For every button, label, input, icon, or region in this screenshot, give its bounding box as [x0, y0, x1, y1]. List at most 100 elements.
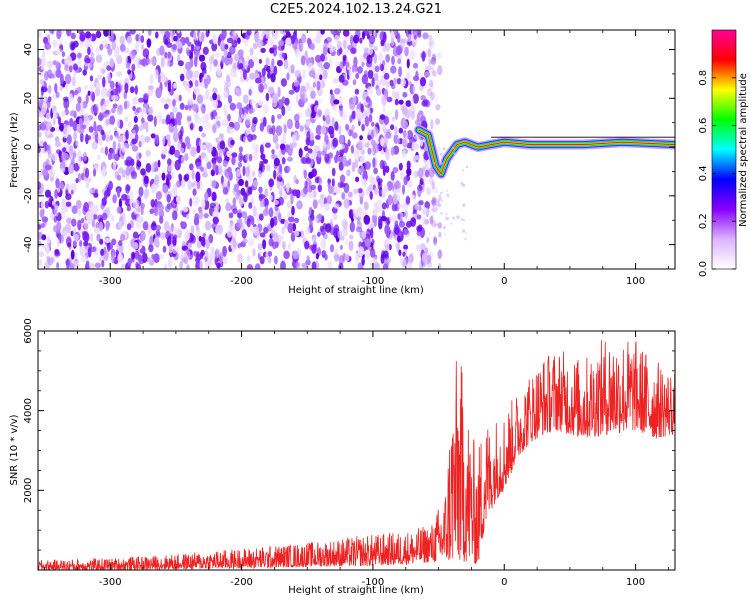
spectrogram-noise-blob — [398, 99, 404, 105]
spectrogram-noise-blob — [141, 117, 145, 124]
spectrogram-noise-blob — [255, 102, 258, 110]
spectrogram-noise-blob — [132, 129, 136, 135]
spectrogram-noise-blob — [204, 121, 211, 131]
spectrogram-noise-blob — [174, 149, 181, 158]
spectrogram-noise-blob — [79, 31, 86, 42]
spectrogram-noise-blob — [211, 191, 217, 202]
spectrogram-noise-blob — [238, 152, 243, 163]
spectrogram-noise-blob — [352, 110, 356, 119]
spectrogram-noise-blob — [295, 178, 299, 185]
spectrogram-noise-blob — [339, 174, 346, 183]
spectrogram-noise-blob — [109, 57, 114, 68]
spectrogram-noise-blob — [258, 186, 263, 194]
spectrogram-noise-blob — [341, 39, 348, 49]
spectrogram-noise-blob — [93, 120, 97, 132]
spectrogram-noise-blob — [345, 253, 350, 262]
spectrogram-image — [38, 30, 675, 269]
spectrogram-noise-blob — [385, 80, 391, 88]
spectrogram-noise-blob — [83, 201, 89, 213]
spectrogram-noise-blob — [159, 215, 164, 224]
spectrogram-noise-blob — [66, 30, 72, 37]
spectrogram-noise-blob — [333, 224, 340, 235]
spectrogram-onset-dot — [452, 146, 455, 150]
spectrogram-onset-dot — [461, 182, 464, 184]
spectrogram-noise-blob — [299, 230, 305, 239]
spectrogram-noise-blob — [325, 223, 332, 233]
spectrogram-noise-blob — [280, 78, 287, 87]
spectrogram-noise-blob — [60, 151, 67, 162]
spectrogram-noise-blob — [168, 149, 175, 155]
spectrogram-noise-blob — [322, 141, 327, 149]
spectrogram-noise-blob — [321, 241, 326, 250]
spectrogram-noise-blob — [83, 113, 89, 122]
spectrogram-noise-blob — [304, 145, 309, 152]
spectrogram-noise-blob — [111, 252, 115, 264]
spectrogram-noise-blob — [390, 37, 395, 46]
spectrogram-noise-blob — [164, 30, 171, 40]
spectrogram-noise-blob — [178, 173, 182, 179]
spectrogram-noise-blob — [276, 113, 282, 120]
spectrogram-noise-blob — [304, 240, 310, 250]
spectrogram-noise-blob — [320, 226, 326, 236]
spectrogram-noise-blob — [361, 257, 365, 266]
spectrogram-noise-blob — [403, 176, 408, 186]
spectrogram-noise-blob — [67, 242, 72, 248]
spectrogram-noise-blob — [353, 151, 361, 161]
spectrogram-noise-blob — [322, 69, 328, 80]
spectrogram-noise-blob — [139, 59, 146, 66]
spectrogram-noise-blob — [335, 187, 341, 195]
spectrogram-noise-blob — [251, 56, 258, 63]
spectrogram-noise-blob — [73, 260, 80, 269]
spectrogram-noise-blob — [279, 30, 284, 35]
spectrogram-noise-blob — [331, 178, 335, 187]
spectrogram-noise-blob — [276, 59, 283, 67]
spectrogram-noise-blob — [231, 39, 238, 48]
spectrogram-noise-blob — [353, 56, 358, 67]
spectrogram-noise-blob — [378, 52, 383, 62]
spectrogram-noise-blob — [371, 121, 375, 127]
spectrogram-noise-blob — [355, 72, 360, 79]
spectrogram-noise-blob — [45, 164, 52, 171]
spectrogram-y-tick-label: -40 — [23, 236, 34, 252]
spectrogram-noise-blob — [222, 187, 229, 195]
spectrogram-noise-blob — [111, 215, 115, 222]
spectrogram-noise-blob — [381, 202, 387, 210]
spectrogram-noise-blob — [243, 192, 248, 203]
spectrogram-noise-blob — [406, 160, 411, 171]
spectrogram-noise-blob — [323, 203, 330, 211]
spectrogram-noise-blob — [383, 72, 390, 80]
spectrogram-noise-blob — [70, 249, 75, 260]
spectrogram-noise-blob — [96, 124, 103, 132]
spectrogram-noise-blob — [42, 50, 46, 58]
spectrogram-noise-blob — [248, 88, 252, 96]
spectrogram-noise-blob — [355, 176, 360, 183]
spectrogram-noise-blob — [71, 76, 76, 87]
spectrogram-noise-blob — [382, 103, 386, 114]
spectrogram-noise-blob — [367, 69, 374, 79]
spectrogram-noise-blob — [427, 58, 432, 65]
spectrogram-noise-blob — [232, 208, 238, 215]
spectrogram-noise-blob — [385, 42, 390, 52]
spectrogram-noise-blob — [166, 194, 171, 203]
spectrogram-noise-blob — [148, 88, 154, 97]
spectrogram-noise-blob — [403, 244, 409, 250]
spectrogram-noise-blob — [244, 119, 251, 126]
spectrogram-noise-blob — [384, 224, 391, 236]
spectrogram-noise-blob — [377, 207, 383, 213]
spectrogram-noise-blob — [354, 159, 359, 168]
spectrogram-noise-blob — [438, 249, 442, 259]
spectrogram-noise-blob — [219, 252, 224, 263]
spectrogram-noise-blob — [424, 71, 431, 77]
spectrogram-noise-blob — [83, 84, 89, 90]
spectrogram-y-axis-label: Frequency (Hz) — [9, 112, 20, 188]
spectrogram-noise-blob — [320, 126, 327, 136]
spectrogram-noise-blob — [124, 55, 128, 64]
spectrogram-noise-blob — [92, 131, 98, 140]
spectrogram-noise-blob — [52, 39, 58, 48]
spectrogram-noise-blob — [135, 263, 142, 269]
spectrogram-noise-blob — [329, 244, 335, 253]
spectrogram-noise-blob — [104, 237, 111, 243]
spectrogram-noise-blob — [90, 51, 94, 58]
spectrogram-noise-blob — [363, 201, 369, 211]
spectrogram-noise-blob — [382, 263, 389, 269]
